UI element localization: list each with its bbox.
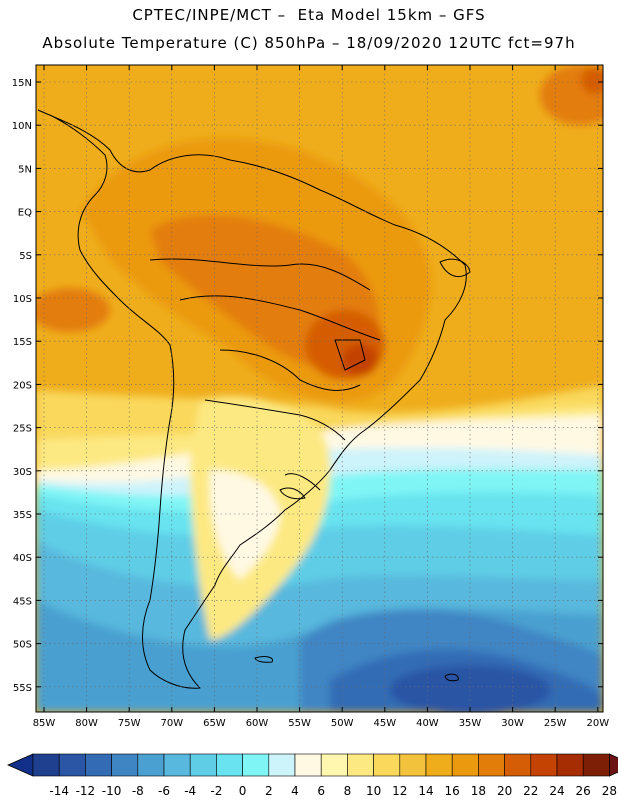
colorbar-label: 4 (291, 784, 299, 798)
colorbar-swatch (373, 753, 401, 777)
colorbar-label: 24 (549, 784, 564, 798)
colorbar-label: -12 (76, 784, 96, 798)
colorbar-min-arrow (7, 753, 34, 777)
colorbar-swatch (478, 753, 505, 777)
latitude-labels: 15N 10N 5N EQ 5S 10S 15S 20S 25S 30S 35S 40S 45S 50S 5… (12, 78, 32, 694)
colorbar-label: 22 (523, 784, 538, 798)
lon-label: 80W (75, 718, 98, 729)
colorbar-swatch (242, 753, 270, 777)
colorbar-label: -4 (184, 784, 196, 798)
colorbar-labels: -14 -12 -10 -8 -6 -4 -2 0 2 4 6 8 10 12 14 16 18 20 22 24 26… (49, 784, 617, 798)
colorbar-label: 28 (602, 784, 617, 798)
lat-label: 30S (13, 467, 32, 478)
lon-label: 50W (331, 718, 354, 729)
lat-label: 5S (19, 251, 32, 262)
lat-label: 15S (13, 337, 32, 348)
colorbar-label: 16 (445, 784, 460, 798)
colorbar-label: 12 (392, 784, 407, 798)
lon-label: 60W (246, 718, 269, 729)
lat-label: 5N (18, 164, 32, 175)
colorbar-swatch (32, 753, 60, 777)
lat-label: 45S (13, 596, 32, 607)
lon-label: 25W (544, 718, 567, 729)
coastline (37, 109, 471, 689)
lon-label: 55W (288, 718, 311, 729)
colorbar-label: -6 (158, 784, 170, 798)
colorbar-swatch (582, 753, 610, 777)
lat-label: 50S (13, 640, 32, 651)
temperature-field (36, 65, 603, 712)
lon-label: 35W (459, 718, 482, 729)
lon-label: 40W (416, 718, 439, 729)
lat-label: 15N (12, 78, 32, 89)
colorbar-label: 8 (344, 784, 352, 798)
colorbar-swatch (216, 753, 243, 777)
colorbar-label: -10 (102, 784, 122, 798)
lat-label: EQ (18, 208, 32, 219)
colorbar-swatch (530, 753, 558, 777)
colorbar-swatch (504, 753, 532, 777)
lon-label: 85W (33, 718, 56, 729)
colorbar-swatch (137, 753, 165, 777)
lon-label: 20W (586, 718, 609, 729)
colorbar-max-arrow (609, 753, 618, 777)
colorbar-swatch (163, 753, 191, 777)
colorbar-swatch (189, 753, 217, 777)
lat-label: 10N (12, 121, 32, 132)
colorbar (7, 753, 618, 777)
colorbar-swatch (425, 753, 453, 777)
colorbar-label: -8 (132, 784, 144, 798)
colorbar-swatch (111, 753, 139, 777)
title-line-1: CPTEC/INPE/MCT – Eta Model 15km – GFS (132, 6, 486, 24)
lat-label: 55S (13, 683, 32, 694)
lat-label: 25S (13, 424, 32, 435)
colorbar-swatch (451, 753, 479, 777)
lon-label: 30W (501, 718, 524, 729)
title-line-2: Absolute Temperature (C) 850hPa – 18/09/… (42, 34, 576, 52)
colorbar-label: -2 (210, 784, 222, 798)
colorbar-swatch (399, 753, 427, 777)
lon-label: 70W (160, 718, 183, 729)
longitude-labels: 85W 80W 75W 70W 65W 60W 55W 50W 45W 40W 35W 30W 25W 2… (33, 718, 610, 729)
colorbar-label: 18 (471, 784, 486, 798)
colorbar-label: 6 (317, 784, 325, 798)
lat-label: 10S (13, 294, 32, 305)
colorbar-swatch (268, 753, 296, 777)
colorbar-swatch (347, 753, 374, 777)
colorbar-label: 14 (418, 784, 433, 798)
graticule (36, 65, 603, 712)
colorbar-label: 20 (497, 784, 512, 798)
axis-ticks (36, 65, 603, 712)
lon-label: 75W (118, 718, 141, 729)
map-frame (35, 64, 604, 713)
lon-label: 45W (373, 718, 396, 729)
lat-label: 40S (13, 553, 32, 564)
colorbar-label: 10 (366, 784, 381, 798)
colorbar-swatch (85, 753, 112, 777)
colorbar-swatch (58, 753, 86, 777)
colorbar-label: 2 (265, 784, 273, 798)
colorbar-label: 0 (239, 784, 247, 798)
lat-label: 20S (13, 380, 32, 391)
colorbar-label: -14 (49, 784, 69, 798)
colorbar-swatch (320, 753, 348, 777)
colorbar-label: 26 (576, 784, 591, 798)
lat-label: 35S (13, 510, 32, 521)
colorbar-swatch (294, 753, 322, 777)
lon-label: 65W (203, 718, 226, 729)
colorbar-swatch (556, 753, 584, 777)
